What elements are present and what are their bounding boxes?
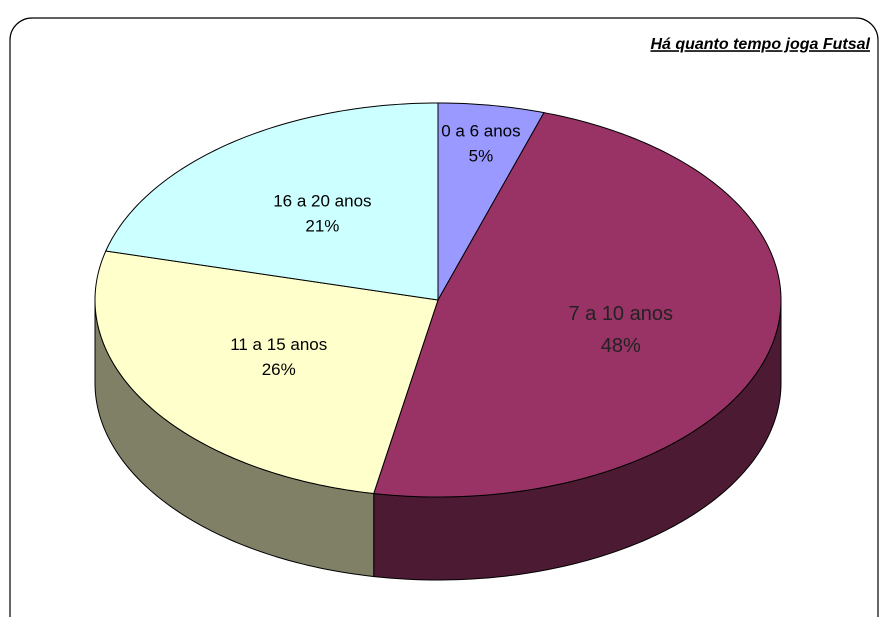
slice-category: 7 a 10 anos	[568, 303, 673, 325]
slice-value: 26%	[262, 361, 296, 380]
slice-label: 0 a 6 anos 5%	[441, 122, 520, 166]
slice-value: 21%	[305, 217, 339, 236]
chart-caption: Há quanto tempo joga Futsal	[650, 36, 870, 53]
slice	[373, 112, 782, 498]
slice-label: 7 a 10 anos 48%	[568, 303, 673, 357]
slice	[437, 102, 545, 302]
slice	[94, 250, 439, 495]
slice-label: 16 a 20 anos 21%	[273, 192, 371, 236]
slice-category: 16 a 20 anos	[273, 192, 371, 211]
slice-value: 48%	[601, 335, 641, 357]
slice	[105, 102, 439, 301]
slice-value: 5%	[469, 147, 494, 166]
slice-label: 11 a 15 anos 26%	[230, 336, 327, 380]
slice-category: 0 a 6 anos	[441, 122, 520, 141]
slice-category: 11 a 15 anos	[230, 336, 327, 355]
